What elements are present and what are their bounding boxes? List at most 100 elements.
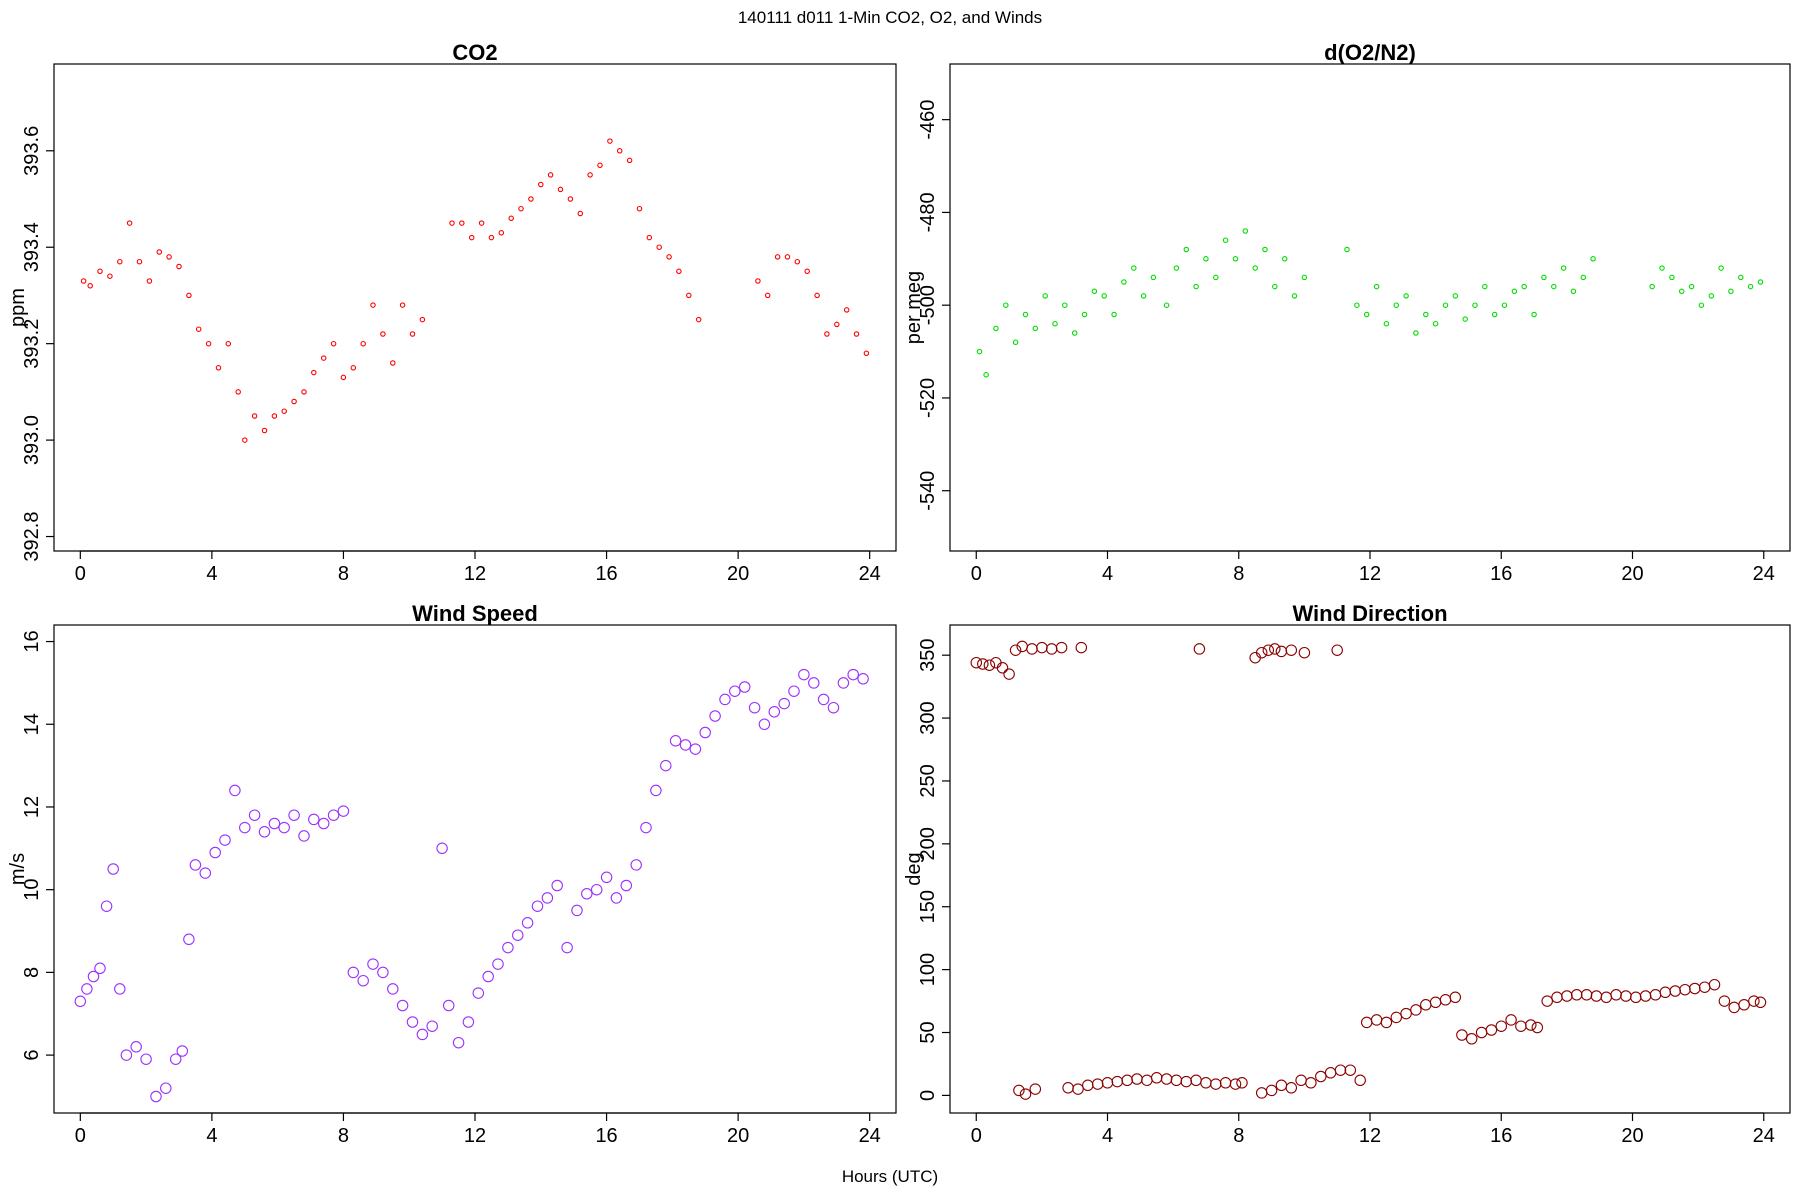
co2-point [597,162,603,169]
wind-direction-point [1620,990,1632,1002]
wind-speed-point [229,784,241,797]
wind-direction-y-axis-label: deg [903,852,925,885]
wind-speed-plot-frame [53,624,897,1114]
o2-n2-point [1052,320,1058,327]
wind-direction-point [1689,982,1701,995]
wind-direction-y-tick-label: 150 [917,890,939,923]
co2-point [626,157,633,164]
wind-direction-y-tick-label: 250 [917,764,939,797]
wind-direction-point [1531,1021,1544,1034]
o2-n2-point [1281,256,1288,262]
wind-direction-point [1200,1077,1212,1089]
wind-speed-y-axis-label: m/s [7,853,29,885]
wind-direction-point [1439,994,1452,1006]
wind-speed-point [288,809,300,821]
o2-n2-point [976,348,983,355]
co2-point [636,205,643,212]
co2-point [136,258,143,265]
wind-direction-point [1360,1016,1373,1029]
figure-title: 140111 d011 1-Min CO2, O2, and Winds [738,8,1042,27]
wind-direction-point [1295,1074,1307,1087]
o2-n2-y-tick-label: -540 [917,471,939,511]
wind-speed-point [788,685,800,697]
wind-speed-y-tick-label: 16 [21,630,43,652]
o2-n2-point [1272,283,1278,290]
wind-speed-point [857,673,869,685]
co2-point [814,292,820,299]
wind-direction-points [970,640,1767,1100]
wind-speed-point [298,830,310,842]
wind-speed-point [426,1020,438,1032]
wind-direction-point [1170,1074,1183,1087]
co2-point [518,205,524,212]
wind-direction-point [996,662,1009,674]
wind-direction-point [1370,1014,1383,1026]
co2-point [87,283,93,289]
wind-direction-point [1111,1075,1124,1088]
wind-direction-point [1580,989,1593,1001]
wind-direction-point [1456,1029,1468,1041]
co2-point [399,302,406,308]
co2-point [156,249,163,255]
co2-point [235,389,241,395]
wind-direction-point [1255,646,1268,659]
wind-speed-point [798,668,810,681]
wind-speed-x-tick-label: 8 [338,1125,349,1147]
wind-direction-point [1091,1078,1104,1090]
wind-direction-point [1210,1078,1222,1090]
o2-n2-point [1511,288,1518,295]
o2-n2-point [1728,288,1734,295]
wind-direction-point [1193,643,1206,655]
wind-direction-point [1561,990,1573,1002]
co2-point [557,186,564,193]
co2-point [301,389,307,395]
o2-n2-x-tick-label: 20 [1621,563,1643,585]
o2-n2-point [1354,302,1360,308]
wind-speed-point [357,974,369,987]
wind-speed-point [541,892,554,904]
wind-speed-point [719,693,731,706]
wind-direction-point [1610,989,1622,1001]
co2-point [117,258,123,265]
co2-point [834,321,840,328]
co2-point [360,340,366,347]
wind-speed-point [551,879,563,892]
o2-n2-point [1012,339,1019,346]
o2-n2-point [1413,330,1419,336]
wind-speed-point [521,917,534,929]
co2-point [488,234,495,241]
wind-direction-x-tick-label: 0 [971,1125,982,1147]
o2-n2-point [1101,293,1107,299]
wind-speed-point [406,1016,419,1028]
co2-point [676,268,682,275]
co2-x-tick-label: 12 [464,563,486,585]
wind-speed-point [396,999,409,1012]
co2-point [547,172,554,178]
co2-point [350,365,357,371]
wind-speed-point [452,1036,465,1049]
co2-point [195,326,202,332]
wind-speed-y-tick-label: 10 [21,879,43,901]
co2-point [538,181,544,188]
wind-direction-point [1029,1083,1042,1095]
o2-n2-x-tick-label: 12 [1359,563,1381,585]
wind-speed-point [120,1049,133,1061]
wind-speed-point [808,677,820,689]
wind-speed-point [130,1041,142,1053]
wind-speed-x-tick-label: 24 [859,1125,881,1147]
wind-speed-point [699,726,711,739]
o2-n2-y-tick-label: -500 [917,285,939,325]
wind-direction-point [1410,1004,1422,1016]
co2-y-tick-label: 393.6 [21,126,43,176]
wind-speed-point [436,842,448,855]
wind-speed-point [512,929,524,941]
wind-speed-x-tick-label: 16 [595,1125,617,1147]
o2-n2-point [1262,246,1268,253]
wind-speed-y-tick-label: 8 [21,967,43,978]
wind-speed-panel: Wind Speed m/s 0 4 8 12 16 20 24 6 8 10 12 14 16 [7,601,897,1147]
o2-n2-point [1111,311,1117,318]
o2-n2-x-tick-label: 0 [971,563,982,585]
wind-direction-point [1160,1073,1173,1085]
o2-n2-point [1472,302,1478,308]
co2-x-tick-label: 4 [206,563,217,585]
